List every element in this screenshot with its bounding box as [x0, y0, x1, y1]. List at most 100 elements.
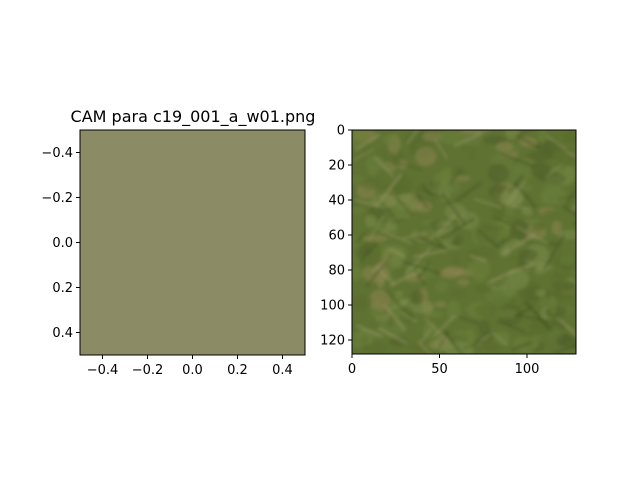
grass-blade — [384, 305, 406, 332]
grass-blade — [475, 328, 496, 343]
grass-patch — [389, 337, 409, 347]
grass-blade — [453, 132, 483, 147]
grass-blade — [354, 232, 368, 244]
grass-blade — [360, 242, 378, 262]
grass-patch — [478, 320, 490, 336]
grass-patch — [530, 161, 551, 179]
grass-patch — [407, 302, 434, 314]
grass-blade — [441, 193, 467, 226]
grass-patch — [556, 148, 576, 167]
cam-image — [80, 130, 305, 355]
grass-blade — [566, 151, 576, 158]
grass-x-tick-label: 100 — [515, 362, 540, 377]
grass-patch — [474, 223, 499, 244]
grass-patch — [532, 222, 545, 232]
grass-blade — [510, 205, 530, 210]
grass-blade — [401, 312, 418, 323]
grass-patch — [449, 288, 466, 300]
grass-y-tick-label: 120 — [320, 334, 345, 349]
grass-patch — [376, 272, 385, 289]
grass-blade — [492, 216, 510, 225]
grass-blade — [514, 306, 533, 317]
grass-blade — [448, 170, 463, 186]
grass-patch — [411, 289, 424, 306]
grass-patch — [443, 266, 465, 277]
grass-patch — [529, 319, 552, 334]
grass-patch — [521, 207, 533, 216]
grass-blade — [545, 163, 564, 178]
grass-patch — [407, 342, 421, 350]
grass-texture — [352, 130, 576, 354]
grass-blade — [354, 199, 376, 206]
grass-blade — [416, 193, 429, 209]
cam-y-tick-label: 0.4 — [52, 326, 73, 341]
grass-blade — [474, 198, 502, 209]
cam-x-tick-label: −0.4 — [87, 363, 119, 378]
grass-blade — [533, 311, 554, 333]
grass-blade — [515, 313, 550, 323]
grass-blade — [557, 195, 576, 200]
grass-patch — [490, 154, 514, 166]
grass-blade — [374, 173, 402, 208]
grass-patch — [561, 260, 572, 280]
grass-x-tick-label: 0 — [348, 362, 356, 377]
grass-patch — [382, 134, 400, 146]
grass-blade — [516, 226, 548, 244]
grass-y-tick-label: 80 — [328, 264, 345, 279]
grass-patch — [551, 270, 565, 291]
grass-blade — [512, 341, 533, 351]
grass-blade — [353, 148, 374, 161]
grass-patch — [559, 165, 576, 180]
grass-patch — [491, 198, 506, 221]
grass-patch — [556, 334, 576, 348]
grass-blade — [574, 345, 576, 348]
grass-blade — [439, 218, 475, 240]
grass-blade — [553, 344, 576, 354]
grass-blade — [434, 138, 448, 160]
grass-blade — [492, 332, 508, 346]
cam-frame — [79, 129, 306, 356]
grass-y-tick-label: 60 — [328, 229, 345, 244]
grass-patch — [364, 214, 377, 228]
grass-patch — [456, 278, 470, 287]
grass-patch — [391, 200, 413, 222]
grass-patch — [391, 268, 410, 278]
grass-patch — [460, 145, 477, 153]
grass-patch — [422, 131, 441, 142]
cam-x-tick-label: 0.0 — [182, 363, 203, 378]
cam-axes: CAM para c19_001_a_w01.png −0.4 −0.2 0.0 0.… — [41, 107, 315, 378]
grass-blade — [391, 218, 406, 224]
cam-y-tick-label: −0.4 — [41, 146, 73, 161]
cam-x-tick-label: 0.2 — [227, 363, 248, 378]
cam-x-tick-label: −0.2 — [132, 363, 164, 378]
grass-patch — [535, 289, 546, 297]
grass-blade — [500, 152, 536, 168]
grass-blade — [546, 135, 567, 151]
cam-y-tick-label: 0.0 — [52, 236, 73, 251]
grass-patch — [466, 328, 476, 346]
grass-patch — [548, 295, 558, 315]
grass-blade — [543, 234, 566, 270]
grass-y-tick-label: 0 — [337, 124, 345, 139]
grass-blade — [463, 334, 499, 349]
grass-patch — [432, 231, 445, 246]
grass-patch — [528, 265, 537, 275]
grass-patch — [414, 146, 437, 167]
grass-patch — [495, 141, 514, 152]
grass-blade — [368, 214, 385, 241]
grass-x-tick-label: 50 — [431, 362, 448, 377]
grass-blade — [373, 156, 395, 178]
cam-ticks: −0.4 −0.2 0.0 0.2 0.4 −0.4 −0.2 0.0 0.2 0.4 — [41, 146, 292, 378]
grass-patch — [352, 206, 366, 214]
grass-y-tick-label: 100 — [320, 299, 345, 314]
grass-patch — [395, 290, 404, 297]
grass-patch — [459, 130, 484, 135]
grass-patch — [434, 301, 447, 308]
grass-blade — [389, 268, 423, 287]
grass-blade — [356, 324, 384, 338]
grass-patch — [487, 163, 510, 184]
grass-patch — [360, 177, 385, 190]
grass-blade — [497, 320, 525, 333]
grass-blade — [508, 174, 524, 194]
